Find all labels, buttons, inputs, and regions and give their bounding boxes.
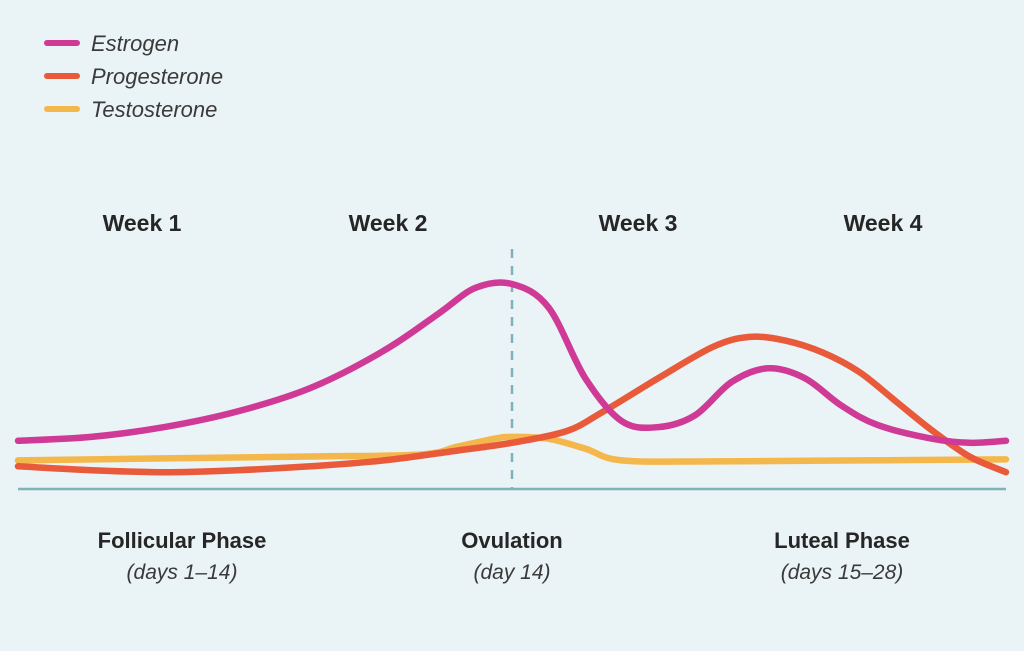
- week-label-2: Week 2: [349, 210, 428, 236]
- series-curves: [14, 279, 1010, 476]
- phase-range-ovulation: (day 14): [473, 561, 550, 584]
- legend-label-testosterone: Testosterone: [91, 97, 217, 122]
- legend-label-estrogen: Estrogen: [91, 31, 179, 56]
- legend: Estrogen Progesterone Testosterone: [44, 31, 223, 122]
- week-label-3: Week 3: [599, 210, 678, 236]
- week-label-4: Week 4: [844, 210, 923, 236]
- phase-range-luteal-phase: (days 15–28): [781, 561, 904, 584]
- phase-label-ovulation: Ovulation: [461, 528, 562, 553]
- week-label-1: Week 1: [103, 210, 182, 236]
- series-line-progesterone: [14, 333, 1010, 476]
- phase-range-follicular-phase: (days 1–14): [127, 561, 238, 584]
- phase-label-follicular-phase: Follicular Phase: [98, 528, 267, 553]
- legend-label-progesterone: Progesterone: [91, 64, 223, 89]
- phase-labels: Follicular Phase (days 1–14) Ovulation (day…: [98, 528, 910, 584]
- phase-label-luteal-phase: Luteal Phase: [774, 528, 910, 553]
- week-labels: Week 1 Week 2 Week 3 Week 4: [103, 210, 923, 236]
- series-line-estrogen: [14, 279, 1010, 447]
- series-line-testosterone: [14, 433, 1010, 465]
